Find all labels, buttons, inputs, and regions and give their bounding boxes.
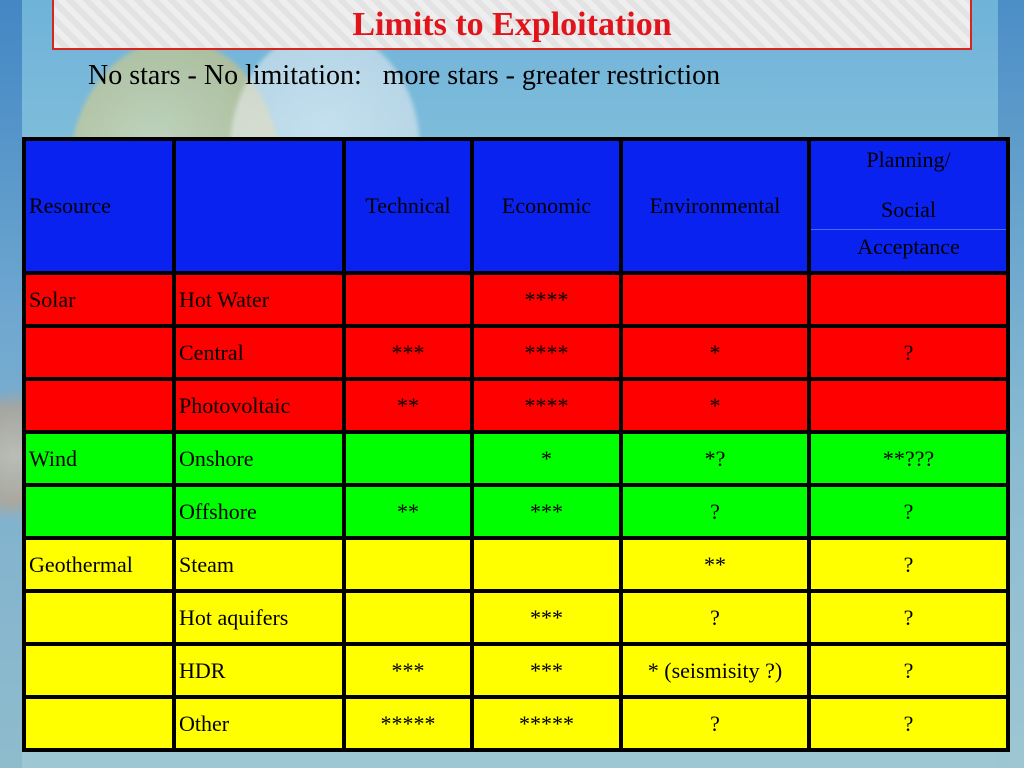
cell-type: Other — [174, 697, 344, 750]
table-row: Wind Onshore * *? **??? — [24, 432, 1008, 485]
header-planning: Planning/ Social Acceptance — [809, 139, 1008, 273]
cell-economic: *** — [472, 644, 621, 697]
cell-technical — [344, 538, 472, 591]
cell-technical: ** — [344, 485, 472, 538]
cell-planning: ? — [809, 538, 1008, 591]
cell-economic: **** — [472, 273, 621, 326]
cell-type: Steam — [174, 538, 344, 591]
table-row: Offshore ** *** ? ? — [24, 485, 1008, 538]
cell-economic: **** — [472, 379, 621, 432]
cell-economic: **** — [472, 326, 621, 379]
header-resource: Resource — [24, 139, 174, 273]
table-row: Photovoltaic ** **** * — [24, 379, 1008, 432]
cell-technical: *** — [344, 326, 472, 379]
cell-economic: ***** — [472, 697, 621, 750]
cell-economic: *** — [472, 485, 621, 538]
header-planning-line3: Acceptance — [811, 229, 1006, 264]
cell-type: Hot aquifers — [174, 591, 344, 644]
table-row: Other ***** ***** ? ? — [24, 697, 1008, 750]
cell-environmental: * — [621, 326, 809, 379]
cell-economic: *** — [472, 591, 621, 644]
cell-type: HDR — [174, 644, 344, 697]
cell-environmental: ** — [621, 538, 809, 591]
cell-resource: Solar — [24, 273, 174, 326]
header-economic: Economic — [472, 139, 621, 273]
cell-type: Photovoltaic — [174, 379, 344, 432]
cell-technical: ***** — [344, 697, 472, 750]
header-planning-line1: Planning/ — [866, 147, 951, 172]
cell-type: Hot Water — [174, 273, 344, 326]
header-environmental: Environmental — [621, 139, 809, 273]
cell-environmental: * (seismisity ?) — [621, 644, 809, 697]
header-planning-line2: Social — [881, 197, 936, 222]
cell-resource — [24, 379, 174, 432]
cell-resource — [24, 697, 174, 750]
limits-table: Resource Technical Economic Environmenta… — [22, 137, 1010, 752]
cell-planning — [809, 379, 1008, 432]
cell-resource: Wind — [24, 432, 174, 485]
cell-type: Central — [174, 326, 344, 379]
header-technical: Technical — [344, 139, 472, 273]
cell-resource — [24, 644, 174, 697]
cell-planning: ? — [809, 485, 1008, 538]
cell-environmental: ? — [621, 591, 809, 644]
cell-type: Onshore — [174, 432, 344, 485]
cell-environmental: *? — [621, 432, 809, 485]
cell-planning: ? — [809, 326, 1008, 379]
cell-type: Offshore — [174, 485, 344, 538]
cell-economic: * — [472, 432, 621, 485]
cell-resource — [24, 485, 174, 538]
cell-technical — [344, 591, 472, 644]
cell-technical: *** — [344, 644, 472, 697]
cell-environmental: * — [621, 379, 809, 432]
cell-technical: ** — [344, 379, 472, 432]
table-row: Solar Hot Water **** — [24, 273, 1008, 326]
cell-planning: ? — [809, 591, 1008, 644]
table-row: HDR *** *** * (seismisity ?) ? — [24, 644, 1008, 697]
cell-resource: Geothermal — [24, 538, 174, 591]
cell-technical — [344, 273, 472, 326]
slide-title: Limits to Exploitation — [352, 6, 672, 43]
title-banner: Limits to Exploitation — [52, 0, 972, 50]
table-row: Hot aquifers *** ? ? — [24, 591, 1008, 644]
cell-technical — [344, 432, 472, 485]
table-row: Central *** **** * ? — [24, 326, 1008, 379]
cell-resource — [24, 591, 174, 644]
cell-planning: **??? — [809, 432, 1008, 485]
cell-economic — [472, 538, 621, 591]
table-row: Geothermal Steam ** ? — [24, 538, 1008, 591]
slide-subtitle: No stars - No limitation: more stars - g… — [88, 60, 721, 91]
table-header-row: Resource Technical Economic Environmenta… — [24, 139, 1008, 273]
header-type — [174, 139, 344, 273]
cell-environmental: ? — [621, 485, 809, 538]
cell-environmental — [621, 273, 809, 326]
cell-environmental: ? — [621, 697, 809, 750]
cell-planning: ? — [809, 644, 1008, 697]
cell-planning: ? — [809, 697, 1008, 750]
cell-resource — [24, 326, 174, 379]
cell-planning — [809, 273, 1008, 326]
